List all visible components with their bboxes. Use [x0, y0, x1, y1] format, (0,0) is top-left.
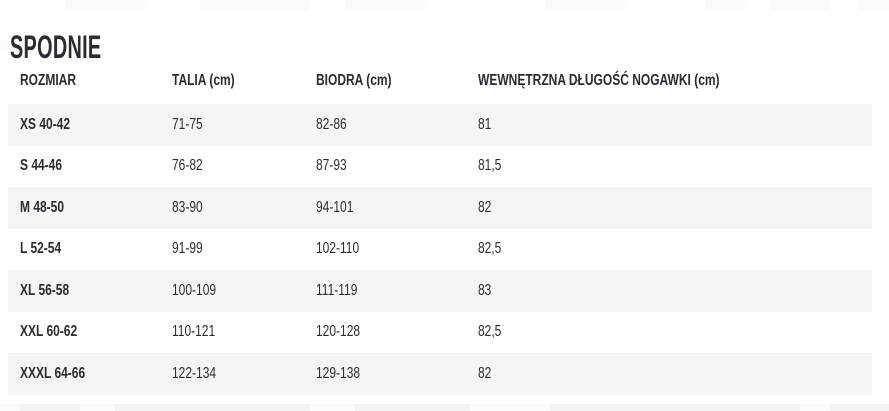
talia-cell: 76-82 [172, 157, 203, 175]
size-cell: XXL 60-62 [20, 323, 78, 341]
size-cell: L 52-54 [20, 240, 62, 258]
row-band [8, 187, 872, 229]
talia-cell: 91-99 [172, 240, 203, 258]
cropped-element-fragment [545, 0, 625, 10]
table-row: L 52-54 91-99 102-110 82,5 [0, 229, 889, 271]
cropped-element-fragment [770, 0, 830, 10]
table-row: S 44-46 76-82 87-93 81,5 [0, 146, 889, 188]
talia-cell: 71-75 [172, 115, 203, 133]
biodra-cell: 111-119 [316, 281, 358, 299]
biodra-cell: 129-138 [316, 364, 361, 382]
table-header-row: ROZMIAR TALIA (cm) BIODRA (cm) WEWNĘTRZN… [0, 58, 889, 104]
page-title: SPODNIE [10, 29, 102, 66]
column-header-nogawka: WEWNĘTRZNA DŁUGOŚĆ NOGAWKI (cm) [478, 72, 720, 89]
talia-cell: 110-121 [172, 323, 216, 341]
cropped-element-fragment [0, 40, 8, 50]
table-row: XXL 60-62 110-121 120-128 82,5 [0, 312, 889, 354]
size-cell: XS 40-42 [20, 115, 71, 133]
table-row: XL 56-58 100-109 111-119 83 [0, 270, 889, 312]
cropped-element-fragment [115, 404, 310, 411]
nogawka-cell: 83 [478, 281, 492, 299]
biodra-cell: 120-128 [316, 323, 361, 341]
nogawka-cell: 82,5 [478, 240, 502, 258]
cropped-element-fragment [200, 0, 310, 11]
cropped-element-fragment [355, 404, 470, 411]
talia-cell: 100-109 [172, 281, 217, 299]
table-row: M 48-50 83-90 94-101 82 [0, 187, 889, 229]
size-cell: S 44-46 [20, 157, 63, 175]
table-row: XXXL 64-66 122-134 129-138 82 [0, 353, 889, 395]
column-header-biodra: BIODRA (cm) [316, 72, 392, 89]
nogawka-cell: 82 [478, 198, 492, 216]
cropped-element-fragment [20, 404, 80, 411]
cropped-element-fragment [345, 0, 425, 11]
row-band [8, 104, 872, 146]
talia-cell: 83-90 [172, 198, 203, 216]
biodra-cell: 87-93 [316, 157, 347, 175]
column-header-rozmiar: ROZMIAR [20, 72, 76, 89]
cropped-element-fragment [705, 0, 745, 10]
cropped-element-fragment [550, 404, 800, 411]
nogawka-cell: 82,5 [478, 323, 502, 341]
nogawka-cell: 81 [478, 115, 492, 133]
nogawka-cell: 82 [478, 364, 492, 382]
size-cell: M 48-50 [20, 198, 65, 216]
biodra-cell: 94-101 [316, 198, 354, 216]
cropped-element-fragment [858, 0, 889, 10]
row-band [8, 353, 872, 395]
table-row: XS 40-42 71-75 82-86 81 [0, 104, 889, 146]
nogawka-cell: 81,5 [478, 157, 502, 175]
size-cell: XL 56-58 [20, 281, 70, 299]
row-band [8, 270, 872, 312]
size-chart-table: ROZMIAR TALIA (cm) BIODRA (cm) WEWNĘTRZN… [0, 58, 889, 395]
size-cell: XXXL 64-66 [20, 364, 86, 382]
biodra-cell: 82-86 [316, 115, 347, 133]
talia-cell: 122-134 [172, 364, 217, 382]
cropped-element-fragment [65, 0, 145, 10]
column-header-talia: TALIA (cm) [172, 72, 235, 89]
cropped-element-fragment [830, 404, 889, 411]
biodra-cell: 102-110 [316, 240, 360, 258]
